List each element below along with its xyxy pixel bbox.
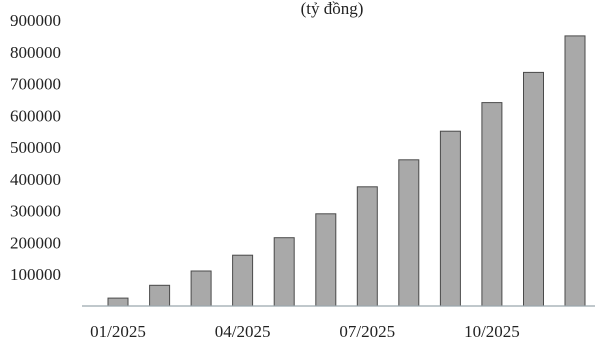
x-tick-label: 01/2025 <box>90 322 146 341</box>
bar-10-2025 <box>481 102 503 307</box>
bar-05-2025 <box>273 237 295 307</box>
bar-12-2025 <box>564 35 586 307</box>
y-tick-label: 100000 <box>10 265 61 284</box>
x-tick-label: 07/2025 <box>339 322 395 341</box>
y-tick-label: 500000 <box>10 138 61 157</box>
bar-08-2025 <box>398 159 420 307</box>
bar-09-2025 <box>439 130 461 307</box>
bar-03-2025 <box>190 270 212 307</box>
y-tick-label: 300000 <box>10 202 61 221</box>
bar-04-2025 <box>232 254 254 307</box>
bar-06-2025 <box>315 213 337 307</box>
x-axis-ticks: 01/2025 04/2025 07/2025 10/2025 <box>90 322 520 341</box>
y-tick-label: 700000 <box>10 75 61 94</box>
bar-11-2025 <box>523 71 544 307</box>
y-axis-ticks: 100000 200000 300000 400000 500000 600000 7000… <box>10 11 61 284</box>
y-tick-label: 200000 <box>10 233 61 252</box>
chart-title: (tỷ đồng) <box>301 0 364 18</box>
y-tick-label: 400000 <box>10 170 61 189</box>
y-tick-label: 600000 <box>10 106 61 125</box>
x-tick-label: 04/2025 <box>215 322 271 341</box>
bar-02-2025 <box>149 284 171 307</box>
bar-01-2025 <box>107 297 129 307</box>
bar-07-2025 <box>356 186 378 307</box>
y-tick-label: 900000 <box>10 11 61 30</box>
x-tick-label: 10/2025 <box>464 322 520 341</box>
bars-group <box>107 35 586 307</box>
y-tick-label: 800000 <box>10 43 61 62</box>
